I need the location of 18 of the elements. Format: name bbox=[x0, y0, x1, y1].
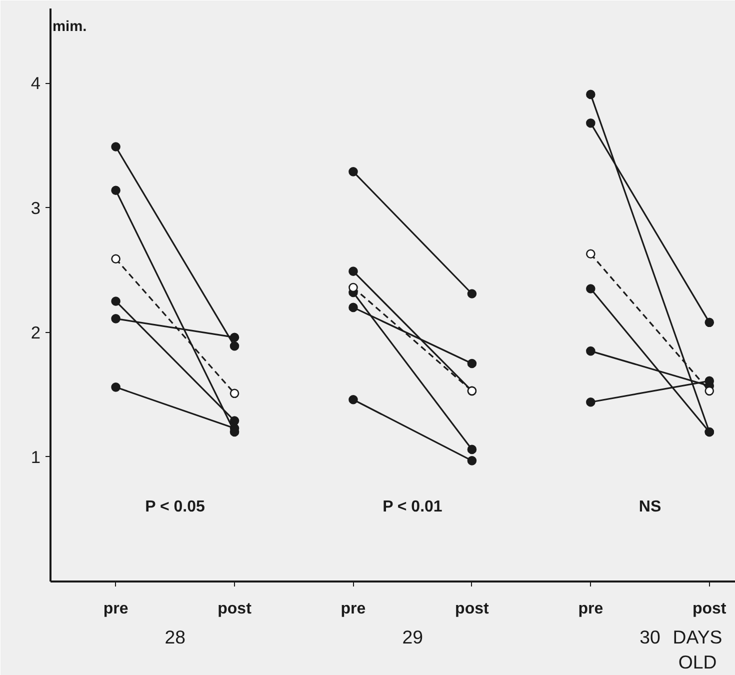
annotation: P < 0.05 bbox=[145, 498, 205, 516]
y-axis-title: mim. bbox=[52, 19, 87, 36]
x-tick-label: pre bbox=[340, 600, 366, 618]
y-tick-label: 1 bbox=[30, 446, 41, 467]
y-tick-label: 3 bbox=[30, 198, 41, 218]
x-tick-label: pre bbox=[578, 600, 604, 618]
annotation: NS bbox=[638, 498, 662, 516]
annotation: P < 0.01 bbox=[382, 498, 442, 516]
x-tick-label: post bbox=[218, 600, 252, 618]
x-tick-label: post bbox=[692, 600, 727, 618]
text: 28 bbox=[164, 626, 186, 648]
y-tick-label: 2 bbox=[30, 322, 41, 342]
y-tick-label: 4 bbox=[30, 73, 41, 94]
x-tick-label: post bbox=[455, 600, 490, 618]
text: 29 bbox=[402, 626, 423, 648]
text: DAYS OLD bbox=[672, 626, 722, 673]
text: 30 bbox=[640, 626, 660, 648]
x-tick-label: pre bbox=[103, 600, 128, 618]
